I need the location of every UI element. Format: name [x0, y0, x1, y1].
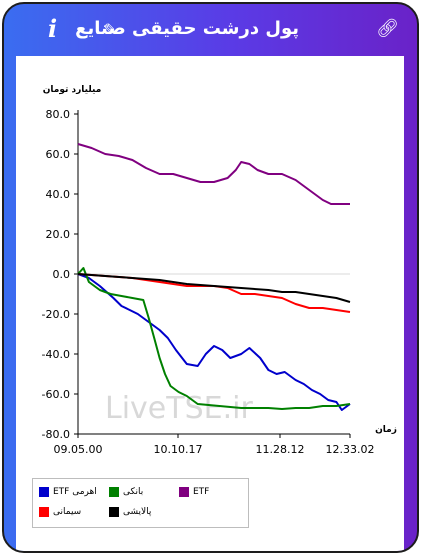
y-axis-label: میلیارد تومان [43, 85, 102, 95]
header-bar: i ✎ پول درشت حقیقی صنایع 🔗︎ [4, 4, 417, 56]
x-tick-label: 12.33.02 [326, 443, 375, 456]
legend-label-etf: ETF [193, 487, 210, 497]
y-tick-label: 20.0 [46, 228, 71, 241]
y-tick-label: 40.0 [46, 188, 71, 201]
chart-legend: ETF اهرمی بانکی ETF سیمانی پالایشی [32, 478, 249, 528]
x-axis-label: زمان [375, 425, 397, 435]
y-tick-label: 80.0 [46, 108, 71, 121]
legend-swatch-banking [109, 487, 119, 497]
legend-label-refinery: پالایشی [123, 507, 152, 517]
legend-swatch-etf-leveraged [39, 487, 49, 497]
watermark: LiveTSE.ir [105, 391, 253, 426]
series-line-2 [77, 143, 350, 205]
window-frame: i ✎ پول درشت حقیقی صنایع 🔗︎ [2, 2, 419, 553]
legend-swatch-cement [39, 507, 49, 517]
link-icon[interactable]: 🔗︎ [376, 18, 399, 39]
legend-swatch-etf [179, 487, 189, 497]
pencil-icon[interactable]: ✎ [103, 20, 117, 39]
legend-label-cement: سیمانی [53, 507, 82, 517]
x-tick-label: 09.05.00 [54, 443, 103, 456]
legend-swatch-refinery [109, 507, 119, 517]
y-tick-label: 60.0 [46, 148, 71, 161]
series-line-0 [77, 273, 351, 411]
y-tick-label: -60.0 [42, 388, 70, 401]
y-tick-label: 0.0 [53, 268, 71, 281]
page-title: پول درشت حقیقی صنایع [75, 18, 299, 39]
legend-label-banking: بانکی [123, 487, 144, 497]
x-tick-label: 10.10.17 [154, 443, 203, 456]
info-icon[interactable]: i [48, 14, 58, 43]
y-tick-label: -80.0 [42, 428, 70, 441]
series-line-1 [77, 267, 351, 410]
legend-label-etf-leveraged: ETF اهرمی [53, 487, 97, 497]
x-tick-label: 11.28.12 [256, 443, 305, 456]
y-tick-label: -40.0 [42, 348, 70, 361]
series-line-4 [77, 273, 351, 303]
chart-panel [16, 56, 404, 551]
y-tick-label: -20.0 [42, 308, 70, 321]
